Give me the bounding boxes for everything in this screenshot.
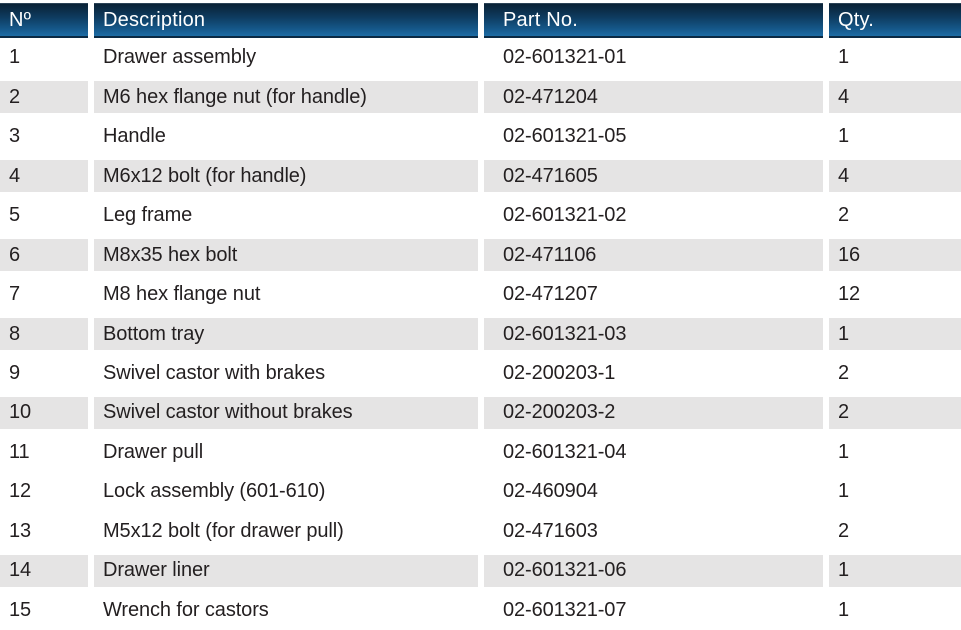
row-no-cell: 8 (0, 314, 88, 354)
row-qty-cell: 1 (838, 440, 850, 463)
row-part-no-cell: 02-601321-02 (503, 204, 627, 227)
table-row: 1 Drawer assembly 02-601321-01 1 (0, 38, 961, 77)
row-no-cell: 3 (9, 125, 21, 148)
row-qty-cell: 4 (829, 77, 961, 117)
row-part-no-cell: 02-601321-04 (503, 440, 627, 463)
row-qty-cell: 2 (838, 204, 850, 227)
column-header-no: Nº (0, 3, 88, 38)
row-description-cell: Wrench for castors (103, 598, 269, 621)
row-part-no-cell: 02-601321-05 (503, 125, 627, 148)
table-row: 6 M8x35 hex bolt 02-471106 16 (0, 235, 961, 275)
row-qty-cell: 2 (838, 519, 850, 542)
row-description-cell: M8x35 hex bolt (94, 235, 478, 275)
row-qty-cell: 1 (838, 46, 850, 69)
row-no-cell: 6 (0, 235, 88, 275)
row-no-cell: 14 (0, 551, 88, 591)
column-header-description: Description (94, 3, 478, 38)
row-description-cell: Swivel castor with brakes (103, 361, 326, 384)
row-description-cell: Lock assembly (601-610) (103, 480, 326, 503)
column-header-qty: Qty. (829, 3, 961, 38)
row-part-no-cell: 02-200203-2 (484, 393, 823, 433)
row-qty-cell: 1 (829, 551, 961, 591)
row-no-cell: 4 (0, 156, 88, 196)
row-no-cell: 15 (9, 598, 32, 621)
row-description-cell: Swivel castor without brakes (94, 393, 478, 433)
table-header-row: Nº Description Part No. Qty. (0, 3, 961, 38)
row-part-no-cell: 02-471204 (484, 77, 823, 117)
table-row: 9 Swivel castor with brakes 02-200203-1 … (0, 354, 961, 393)
row-qty-cell: 1 (829, 314, 961, 354)
table-row: 4 M6x12 bolt (for handle) 02-471605 4 (0, 156, 961, 196)
row-description-cell: M6 hex flange nut (for handle) (94, 77, 478, 117)
table-row: 12 Lock assembly (601-610) 02-460904 1 (0, 472, 961, 511)
row-description-cell: Handle (103, 125, 166, 148)
table-row: 5 Leg frame 02-601321-02 2 (0, 196, 961, 235)
row-qty-cell: 1 (838, 480, 850, 503)
row-qty-cell: 2 (838, 361, 850, 384)
row-no-cell: 11 (9, 440, 30, 463)
row-part-no-cell: 02-200203-1 (503, 361, 616, 384)
row-no-cell: 7 (9, 283, 21, 306)
table-row: 15 Wrench for castors 02-601321-07 1 (0, 591, 961, 630)
table-row: 13 M5x12 bolt (for drawer pull) 02-47160… (0, 512, 961, 551)
row-description-cell: M5x12 bolt (for drawer pull) (103, 519, 344, 542)
row-no-cell: 2 (0, 77, 88, 117)
row-qty-cell: 16 (829, 235, 961, 275)
table-row: 3 Handle 02-601321-05 1 (0, 117, 961, 156)
row-part-no-cell: 02-471605 (484, 156, 823, 196)
row-description-cell: Leg frame (103, 204, 193, 227)
row-description-cell: M6x12 bolt (for handle) (94, 156, 478, 196)
row-description-cell: M8 hex flange nut (103, 283, 261, 306)
table-row: 14 Drawer liner 02-601321-06 1 (0, 551, 961, 591)
row-part-no-cell: 02-471603 (503, 519, 598, 542)
row-description-cell: Drawer assembly (103, 46, 256, 69)
table-row: 8 Bottom tray 02-601321-03 1 (0, 314, 961, 354)
table-row: 7 M8 hex flange nut 02-471207 12 (0, 275, 961, 314)
row-qty-cell: 4 (829, 156, 961, 196)
row-part-no-cell: 02-601321-06 (484, 551, 823, 591)
column-header-part-no: Part No. (484, 3, 823, 38)
row-qty-cell: 12 (838, 283, 861, 306)
row-description-cell: Bottom tray (94, 314, 478, 354)
table-row: 10 Swivel castor without brakes 02-20020… (0, 393, 961, 433)
parts-table: Nº Description Part No. Qty. 1 Drawer as… (0, 3, 961, 630)
table-row: 11 Drawer pull 02-601321-04 1 (0, 433, 961, 472)
table-row: 2 M6 hex flange nut (for handle) 02-4712… (0, 77, 961, 117)
row-part-no-cell: 02-471207 (503, 283, 598, 306)
row-qty-cell: 1 (838, 125, 850, 148)
table-body: 1 Drawer assembly 02-601321-01 1 2 M6 he… (0, 38, 961, 630)
row-part-no-cell: 02-601321-01 (503, 46, 627, 69)
row-no-cell: 12 (9, 480, 32, 503)
row-qty-cell: 1 (838, 598, 850, 621)
row-no-cell: 9 (9, 361, 21, 384)
row-description-cell: Drawer liner (94, 551, 478, 591)
row-description-cell: Drawer pull (103, 440, 204, 463)
row-no-cell: 1 (9, 46, 21, 69)
row-no-cell: 5 (9, 204, 21, 227)
row-qty-cell: 2 (829, 393, 961, 433)
row-part-no-cell: 02-460904 (503, 480, 598, 503)
row-part-no-cell: 02-471106 (484, 235, 823, 275)
row-part-no-cell: 02-601321-03 (484, 314, 823, 354)
row-no-cell: 10 (0, 393, 88, 433)
row-part-no-cell: 02-601321-07 (503, 598, 627, 621)
row-no-cell: 13 (9, 519, 32, 542)
